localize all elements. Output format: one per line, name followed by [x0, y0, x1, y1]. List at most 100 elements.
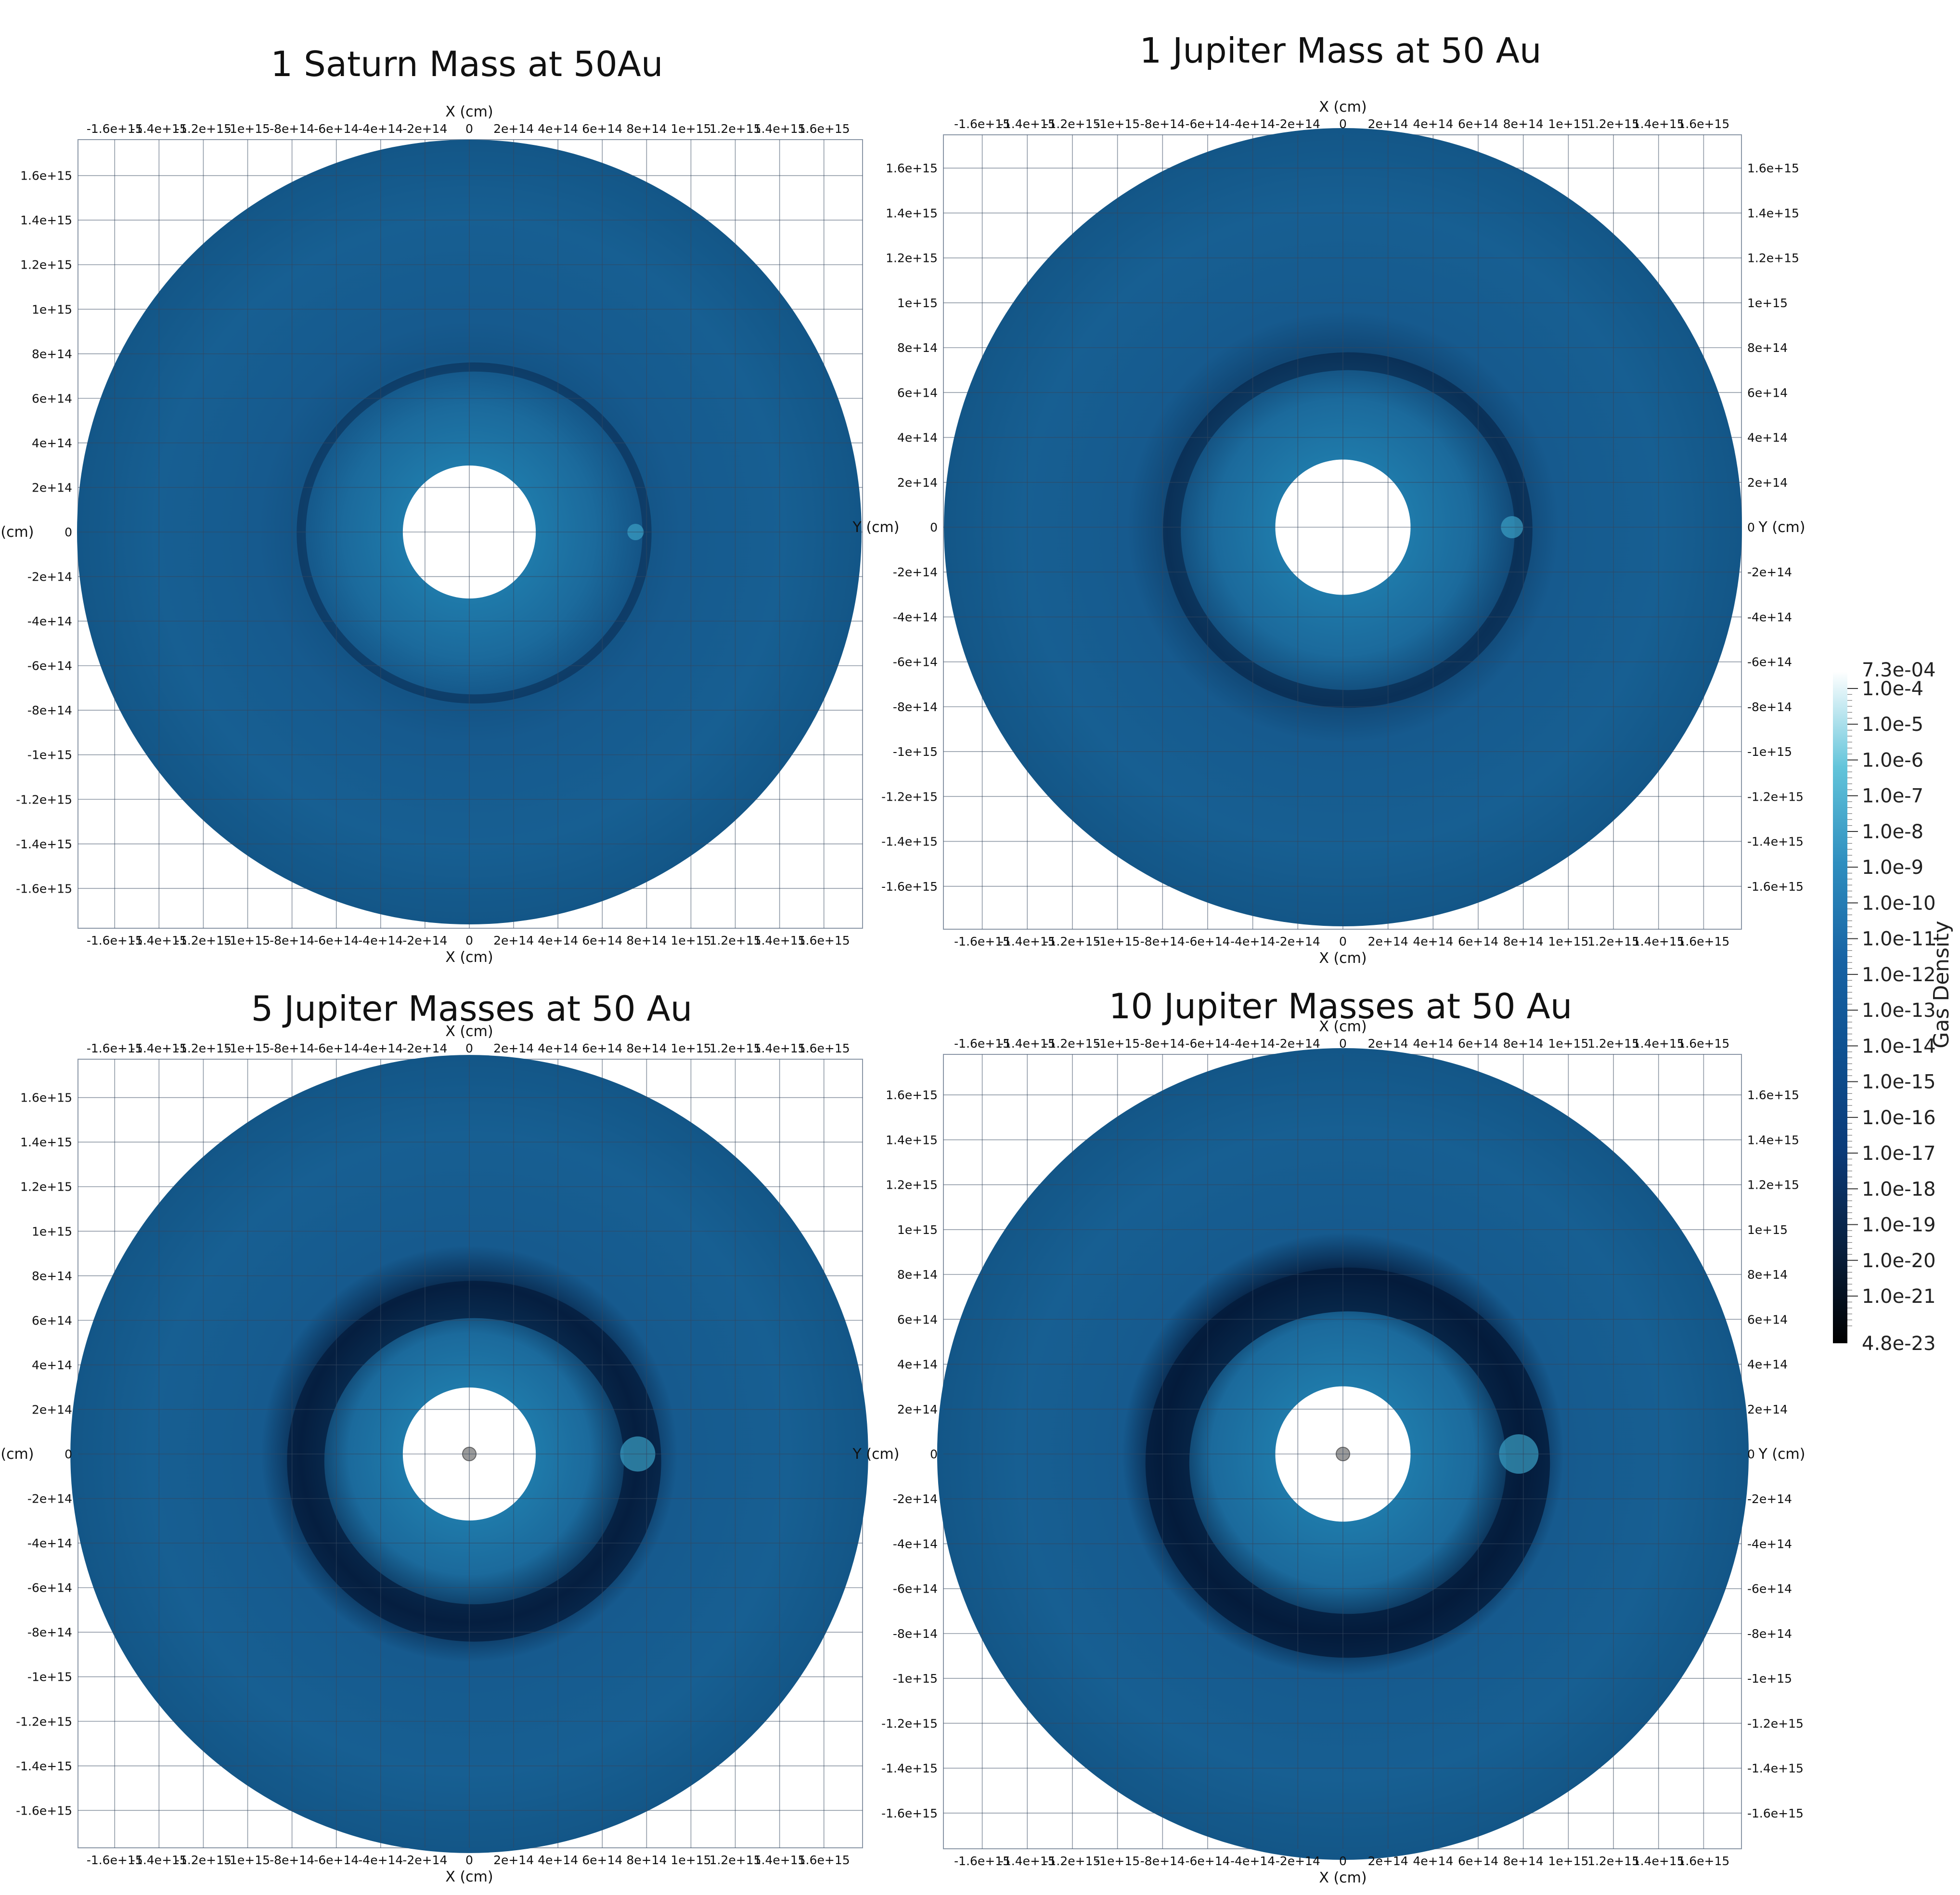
y-tick-label: 6e+14 — [32, 391, 72, 405]
x-tick-label: 2e+14 — [1368, 935, 1408, 948]
y-tick-label: -6e+14 — [27, 1581, 72, 1595]
y-tick-label: 8e+14 — [32, 347, 72, 361]
y-tick-label: -1.4e+15 — [16, 1759, 72, 1773]
x-tick-label: -8e+14 — [270, 1041, 314, 1055]
y-tick-label: 8e+14 — [897, 341, 938, 355]
grid — [943, 1054, 1741, 1849]
x-tick-label: 1.2e+15 — [709, 934, 761, 948]
y-tick-label-right: 2e+14 — [1747, 1402, 1788, 1416]
x-tick-label: -8e+14 — [1140, 1854, 1185, 1868]
grid — [78, 1059, 863, 1848]
x-tick-label: 4e+14 — [538, 934, 578, 948]
x-tick-label: 6e+14 — [582, 1853, 622, 1867]
colorbar-max-label: 7.3e-04 — [1862, 659, 1936, 681]
colorbar-gradient — [1833, 672, 1847, 1343]
y-tick-label-right: -1.2e+15 — [1747, 1716, 1804, 1730]
x-tick-label: 0 — [1339, 935, 1347, 948]
y-tick-label: 2e+14 — [32, 1402, 72, 1416]
y-tick-label: -2e+14 — [893, 1492, 938, 1506]
y-tick-label: -1.4e+15 — [881, 835, 938, 849]
y-tick-label: -4e+14 — [27, 1536, 72, 1550]
y-tick-label: -6e+14 — [27, 659, 72, 673]
x-tick-label: 6e+14 — [582, 122, 622, 136]
x-tick-label: 1.2e+15 — [709, 1853, 761, 1867]
x-tick-label: -1.6e+15 — [954, 1037, 1010, 1051]
y-tick-label: -1.6e+15 — [16, 882, 72, 896]
x-tick-label: 4e+14 — [1413, 1037, 1453, 1051]
y-axis-label: Y (cm) — [0, 1446, 34, 1463]
x-tick-label: -8e+14 — [1140, 1037, 1185, 1051]
y-tick-label: 4e+14 — [32, 1358, 72, 1372]
x-tick-label: -1e+15 — [1095, 1037, 1140, 1051]
y-tick-label: 1.2e+15 — [20, 1180, 72, 1194]
y-tick-label-right: 8e+14 — [1747, 341, 1788, 355]
x-tick-label: 1.6e+15 — [1677, 935, 1729, 948]
y-tick-label: 1e+15 — [897, 296, 938, 310]
x-tick-label: 0 — [1339, 117, 1347, 131]
y-tick-label: -4e+14 — [893, 610, 938, 624]
x-tick-label: -4e+14 — [1230, 1854, 1275, 1868]
y-tick-label: 6e+14 — [32, 1313, 72, 1327]
y-tick-label: -1e+15 — [27, 1670, 72, 1684]
y-tick-label: -1.2e+15 — [16, 1714, 72, 1728]
x-tick-label: -1.4e+15 — [131, 934, 187, 948]
x-tick-label: -2e+14 — [1276, 117, 1320, 131]
x-tick-label: 2e+14 — [493, 1041, 534, 1055]
colorbar-tick-label: 1.0e-12 — [1862, 964, 1936, 986]
y-tick-label: -1.4e+15 — [16, 837, 72, 851]
x-tick-label: 6e+14 — [1458, 1037, 1498, 1051]
x-tick-label: -1.2e+15 — [1044, 117, 1101, 131]
y-tick-label-right: 8e+14 — [1747, 1268, 1788, 1282]
x-axis-label-bottom: X (cm) — [445, 1869, 493, 1885]
y-tick-label: 4e+14 — [32, 436, 72, 450]
x-tick-label: 6e+14 — [1458, 935, 1498, 948]
colorbar-tick-label: 1.0e-6 — [1862, 749, 1923, 771]
y-tick-label-right: 1.2e+15 — [1747, 251, 1799, 265]
y-tick-label: 6e+14 — [897, 386, 938, 400]
y-tick-label: -1.2e+15 — [16, 792, 72, 806]
x-tick-label: -1.4e+15 — [999, 935, 1056, 948]
x-tick-label: 1.6e+15 — [798, 1041, 850, 1055]
panel-title: 1 Jupiter Mass at 50 Au — [1139, 30, 1541, 71]
x-tick-label: -8e+14 — [270, 934, 314, 948]
x-tick-label: 1e+15 — [671, 1041, 711, 1055]
y-tick-label: -1.4e+15 — [881, 1762, 938, 1776]
x-tick-label: 1.2e+15 — [709, 122, 761, 136]
x-tick-label: 6e+14 — [1458, 1854, 1498, 1868]
x-tick-label: -4e+14 — [358, 122, 403, 136]
x-tick-label: 4e+14 — [538, 1853, 578, 1867]
x-tick-label: 2e+14 — [493, 1853, 534, 1867]
x-tick-label: 0 — [465, 1853, 473, 1867]
x-tick-label: 4e+14 — [538, 122, 578, 136]
y-tick-label: -6e+14 — [893, 1582, 938, 1596]
y-tick-label: -2e+14 — [893, 565, 938, 579]
y-tick-label: 4e+14 — [897, 431, 938, 445]
x-tick-label: 1.2e+15 — [1587, 117, 1639, 131]
y-tick-label-right: 0 — [1747, 520, 1755, 534]
x-tick-label: 0 — [1339, 1037, 1347, 1051]
y-tick-label: 8e+14 — [32, 1269, 72, 1283]
y-tick-label: 1.4e+15 — [20, 213, 72, 227]
y-tick-label-right: -6e+14 — [1747, 655, 1792, 669]
y-tick-label: 0 — [930, 1447, 938, 1461]
x-tick-label: -2e+14 — [402, 122, 447, 136]
x-tick-label: -1.6e+15 — [954, 117, 1010, 131]
panel-4: 10 Jupiter Masses at 50 Au -1.6e+15 -1.6e+… — [852, 986, 1805, 1886]
y-tick-label-right: -6e+14 — [1747, 1582, 1792, 1596]
x-tick-label: 4e+14 — [1413, 935, 1453, 948]
y-tick-label-right: 1.4e+15 — [1747, 206, 1799, 220]
y-tick-label: -2e+14 — [27, 1492, 72, 1506]
y-tick-label: 0 — [930, 520, 938, 534]
y-tick-label: -1.2e+15 — [881, 1716, 938, 1730]
y-tick-label: 1.6e+15 — [20, 169, 72, 183]
panel-3: 5 Jupiter Masses at 50 Au -1.6e+15 -1.6e+1… — [0, 988, 868, 1885]
x-tick-label: -1e+15 — [1095, 935, 1140, 948]
y-tick-label-right: -1e+15 — [1747, 745, 1792, 759]
x-tick-label: -6e+14 — [1185, 935, 1230, 948]
x-tick-label: -1e+15 — [1095, 1854, 1140, 1868]
colorbar-tick-label: 1.0e-18 — [1862, 1178, 1936, 1200]
y-tick-label: 1.2e+15 — [886, 251, 938, 265]
y-tick-label: -1e+15 — [893, 1672, 938, 1686]
y-tick-label-right: 4e+14 — [1747, 1358, 1788, 1372]
y-tick-label: -4e+14 — [893, 1537, 938, 1551]
